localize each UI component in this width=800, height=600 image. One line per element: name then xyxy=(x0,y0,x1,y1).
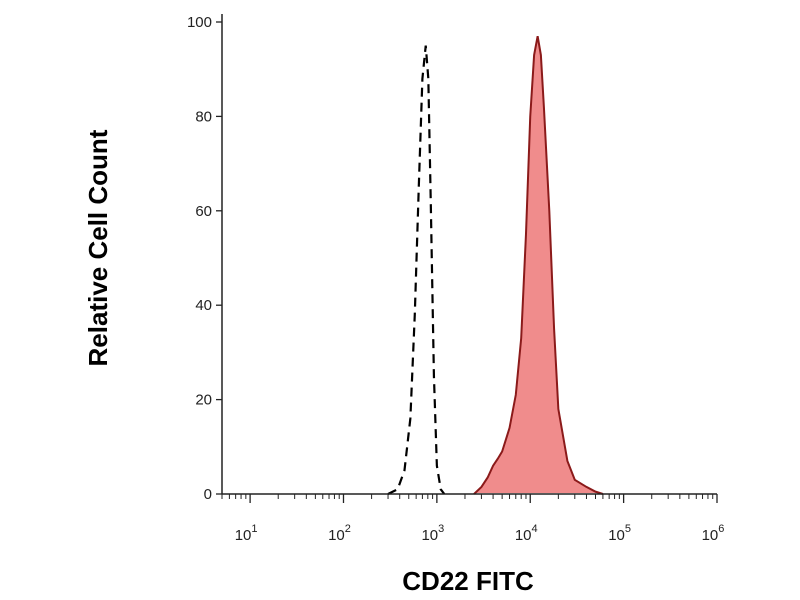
y-axis-title: Relative Cell Count xyxy=(83,129,113,366)
isotype-control-histogram xyxy=(387,45,446,495)
x-tick-label: 103 xyxy=(421,523,444,544)
plot-area xyxy=(387,35,604,495)
x-tick-label: 104 xyxy=(515,523,538,544)
stained-histogram-outline xyxy=(473,35,604,495)
y-tick-label: 40 xyxy=(195,297,212,314)
axes xyxy=(221,14,717,495)
y-tick-label: 0 xyxy=(204,486,212,503)
x-tick-label: 102 xyxy=(328,523,351,544)
y-tick-label: 80 xyxy=(195,108,212,125)
x-tick-label: 106 xyxy=(702,523,725,544)
stained-histogram-fill xyxy=(474,36,603,494)
x-axis-title: CD22 FITC xyxy=(402,566,534,596)
x-tick-label: 101 xyxy=(235,523,258,544)
y-tick-label: 60 xyxy=(195,203,212,220)
stained-histogram xyxy=(473,35,604,495)
y-tick-label: 100 xyxy=(187,14,212,31)
isotype-control-line xyxy=(387,45,446,495)
y-tick-label: 20 xyxy=(195,392,212,409)
ticks: 0 20 40 60 80 100 101 102 103 104 105 106 xyxy=(187,14,724,544)
x-tick-label: 105 xyxy=(608,523,631,544)
